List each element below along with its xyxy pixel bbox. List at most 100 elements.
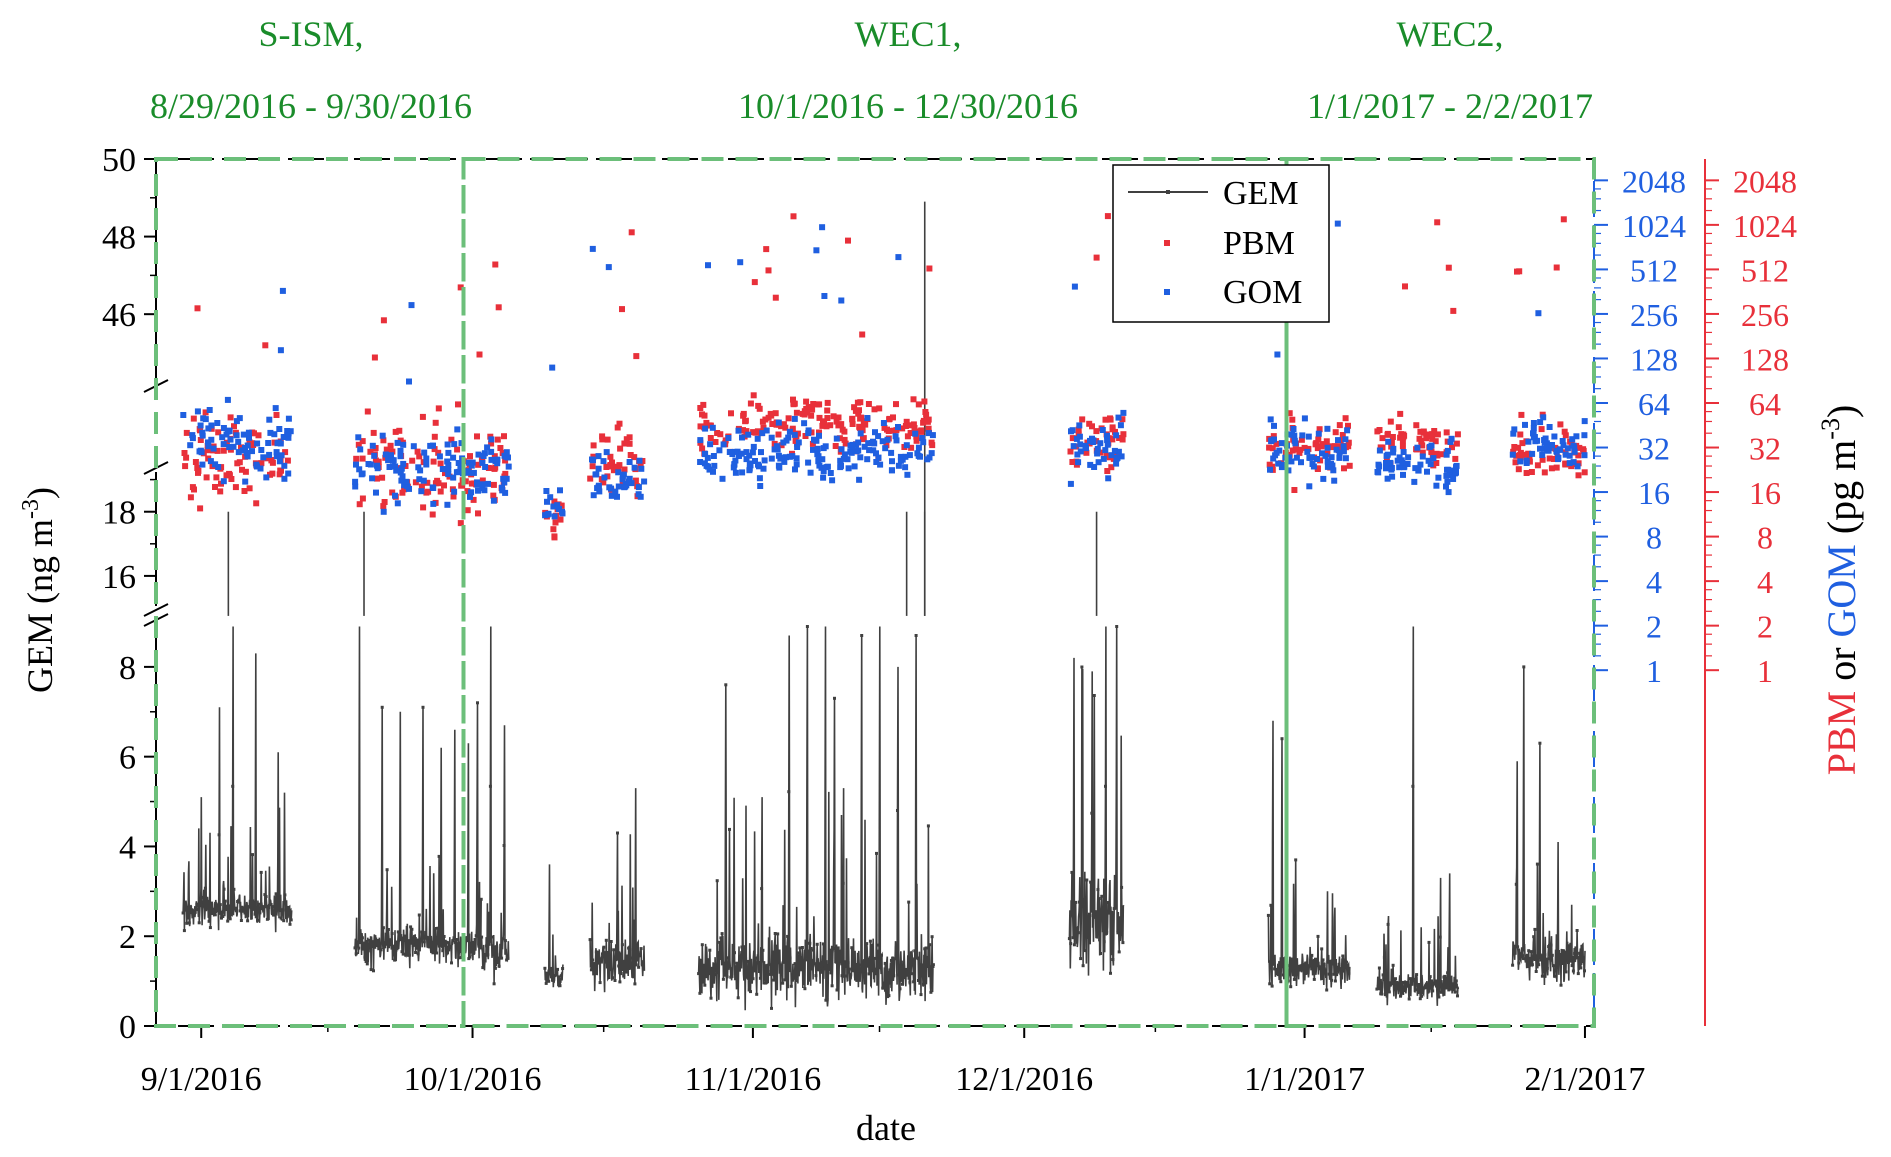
pbm-point [1445,264,1452,271]
pbm-point [1534,462,1541,469]
gem-point [1575,929,1579,932]
gem-point [714,963,718,967]
gom-point [1375,469,1382,476]
gom-point [1094,445,1101,452]
pbm-point [223,439,230,446]
gom-point [915,444,922,451]
gem-point [405,953,409,957]
gem-point [1075,926,1079,930]
gem-point [1327,972,1331,976]
pbm-point [1562,432,1569,439]
gem-point [1583,969,1586,973]
gem-point [471,941,474,945]
gom-point [1551,433,1558,440]
gem-point [369,968,373,972]
right-gom-tick-label-2: 4 [1646,564,1662,600]
gom-point [827,470,834,476]
pbm-point [1453,440,1460,447]
gem-point [1431,989,1435,993]
pbm-point [414,448,421,455]
pbm-point [441,482,447,489]
pbm-point [276,471,283,478]
legend-pbm-label: PBM [1223,225,1295,262]
gem-point [828,968,832,972]
pbm-point [474,433,480,440]
pbm-point [1079,416,1086,423]
gom-point [205,439,211,446]
gom-point [823,464,830,471]
gom-point [756,475,763,482]
pbm-point [881,424,888,431]
pbm-point [353,455,360,462]
gom-point [614,493,620,500]
gem-point [831,947,835,950]
gem-point [1446,971,1450,975]
gem-point [458,950,462,954]
gom-point [1115,448,1122,455]
gom-point [266,416,273,423]
gem-point [1116,931,1120,935]
gem-point [633,982,637,986]
gom-point [855,447,862,454]
gem-point [1330,978,1334,982]
gom-point [454,426,461,433]
gem-point [200,895,204,899]
gom-point [274,440,281,447]
pbm-point [1399,437,1406,444]
pbm-point [381,499,388,505]
gom-point [1529,450,1536,457]
pbm-point [478,456,485,463]
period-range-sism: 8/29/2016 - 9/30/2016 [150,86,472,126]
gem-point [372,969,375,973]
gem-point [899,964,903,967]
gom-point [1336,454,1343,461]
pbm-point [467,453,473,460]
gem-point [275,907,279,911]
gem-point [904,967,908,971]
gom-point [1540,414,1547,421]
gom-point [710,453,717,459]
gom-point [276,426,283,432]
pbm-point [1519,440,1526,447]
pbm-point [1419,449,1426,456]
pbm-point [359,438,366,445]
gom-point [776,464,783,471]
gom-point [499,487,506,494]
pbm-point [1093,428,1100,435]
gom-point [892,433,899,440]
gem-point [226,919,230,923]
pbm-point [911,425,918,431]
gem-point [826,964,830,967]
gem-point [889,958,893,962]
pbm-point [191,486,197,493]
gom-point [601,474,608,481]
gem-point [1402,989,1406,992]
gom-point [1090,437,1097,444]
gem-point [1581,960,1585,964]
gem-point [1280,737,1284,741]
gem-point [472,943,476,947]
gom-point [1309,461,1316,467]
gem-point [893,957,897,961]
pbm-point [1387,418,1394,425]
gom-point [1087,437,1093,444]
gem-point [919,993,923,997]
gem-point [440,943,444,947]
gem-point [420,930,424,934]
pbm-point [903,418,910,425]
gom-point [189,435,196,442]
gem-point [393,958,397,962]
gom-point [194,408,201,415]
gom-point [897,457,904,464]
gem-point [789,984,793,988]
gem-point [288,922,292,926]
gem-point [1341,954,1345,958]
gem-point [1408,977,1412,981]
gom-point [408,302,415,309]
gem-point [1087,912,1091,916]
gom-point [635,484,642,491]
left-axis-title-sup: -3 [18,499,44,519]
pbm-point [490,481,497,488]
pbm-point [925,425,932,432]
gom-point [637,493,644,500]
